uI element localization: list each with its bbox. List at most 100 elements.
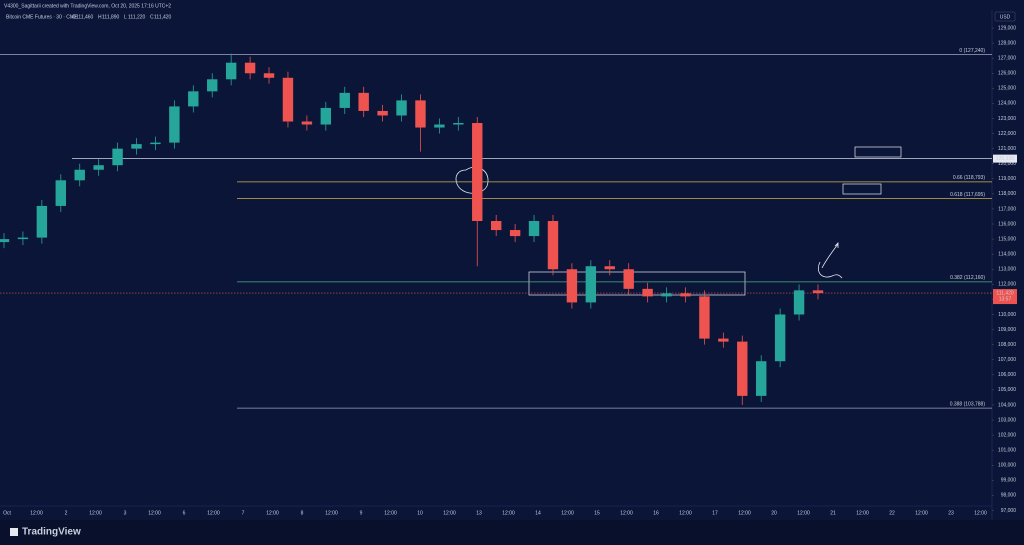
y-tick-label: 112,000: [998, 282, 1016, 288]
x-tick-label: 8: [301, 510, 304, 516]
x-tick-label: 2: [65, 510, 68, 516]
legend-name: Bitcoin CME Futures · 30 · CME: [6, 14, 78, 20]
candle-body: [301, 121, 313, 125]
y-tick-label: 98,000: [1001, 493, 1017, 499]
y-tick-label: 110,000: [998, 312, 1016, 318]
footer-bar: [0, 520, 1024, 545]
candle-body: [225, 62, 237, 80]
candle-body: [756, 361, 767, 396]
logo-text: TradingView: [22, 527, 81, 538]
x-tick-label: 23: [948, 510, 954, 516]
y-tick-label: 118,000: [998, 191, 1016, 197]
candle-body: [528, 221, 540, 237]
currency: USD: [1000, 14, 1011, 20]
candle-body: [36, 205, 48, 238]
x-tick-label: 12:00: [207, 510, 220, 516]
logo: TradingView: [10, 527, 81, 538]
y-tick-label: 116,000: [998, 221, 1016, 227]
x-tick-label: 13: [476, 510, 482, 516]
candle-body: [699, 296, 710, 339]
x-tick-label: 22: [889, 510, 895, 516]
x-tick-label: 12:00: [89, 510, 102, 516]
x-tick-label: 9: [360, 510, 363, 516]
x-tick-label: 14: [535, 510, 541, 516]
y-tick-label: 113,000: [998, 267, 1016, 273]
x-tick-label: 12:00: [266, 510, 279, 516]
zone-box: [528, 271, 746, 296]
candle-body: [0, 239, 10, 243]
candle-body: [472, 123, 483, 222]
y-tick-label: 123,000: [998, 116, 1016, 122]
candle-body: [585, 266, 597, 303]
y-tick-label: 122,000: [998, 131, 1016, 137]
x-tick-label: 12:00: [148, 510, 161, 516]
x-tick-label: 12:00: [30, 510, 43, 516]
x-tick-label: 12:00: [679, 510, 692, 516]
header: V4300_Sagittarii created with TradingVie…: [4, 3, 171, 9]
x-tick-label: 12:00: [738, 510, 751, 516]
candle-body: [812, 290, 824, 294]
logo-icon: [10, 528, 18, 536]
countdown: 13:57: [999, 296, 1012, 302]
level-label: 0.618 (117,695): [950, 192, 985, 198]
candle-body: [93, 165, 104, 170]
y-tick-label: 124,000: [998, 101, 1016, 107]
candle-body: [263, 73, 275, 78]
candle-body: [74, 169, 85, 181]
y-tick-label: 128,000: [998, 40, 1016, 46]
x-tick-label: 12:00: [974, 510, 987, 516]
ohlc-legend: O 111,460 H 111,890 L 111,220 C 111,420: [72, 14, 172, 20]
y-tick-label: 104,000: [998, 402, 1016, 408]
x-tick-label: 12:00: [856, 510, 869, 516]
candle-body: [396, 100, 407, 116]
candle-body: [377, 110, 388, 116]
x-tick-label: 3: [124, 510, 127, 516]
y-tick-label: 99,000: [1001, 478, 1017, 484]
ohlc-value: 111,890: [102, 14, 120, 20]
y-tick-label: 97,000: [1001, 508, 1017, 514]
last-price-label: 111,420: [996, 290, 1014, 296]
candle-body: [207, 79, 218, 92]
last-price-box: [993, 289, 1017, 305]
candle-body: [793, 290, 805, 315]
x-tick-label: 17: [712, 510, 718, 516]
x-tick-label: 10: [417, 510, 423, 516]
candle-body: [188, 91, 199, 107]
zone-box: [854, 146, 902, 158]
candle-body: [774, 314, 786, 362]
ohlc-key: O: [72, 14, 76, 20]
x-tick-label: 7: [242, 510, 245, 516]
ohlc-key: C: [150, 14, 154, 20]
y-tick-label: 119,000: [998, 176, 1016, 182]
x-tick-label: Oct: [3, 510, 11, 516]
candle-body: [169, 106, 180, 143]
x-tick-label: 21: [830, 510, 836, 516]
x-tick-label: 12:00: [502, 510, 515, 516]
candle-body: [112, 148, 123, 166]
x-tick-label: 12:00: [620, 510, 633, 516]
y-tick-label: 101,000: [998, 447, 1016, 453]
level-label: 0.66 (118,793): [953, 175, 985, 181]
x-tick-label: 12:00: [797, 510, 810, 516]
price-box-label: 120,338: [996, 156, 1014, 162]
candle-body: [131, 144, 142, 149]
y-tick-label: 105,000: [998, 387, 1016, 393]
price-box: [993, 154, 1017, 163]
candle-body: [661, 293, 672, 297]
candle-body: [320, 107, 332, 125]
zone-box: [842, 183, 882, 195]
candle-body: [509, 230, 521, 237]
y-tick-label: 117,000: [998, 206, 1016, 212]
ohlc-value: 111,220: [128, 14, 146, 20]
y-tick-label: 121,000: [998, 146, 1016, 152]
x-tick-label: 12:00: [561, 510, 574, 516]
candle-body: [604, 266, 615, 270]
y-tick-label: 129,000: [998, 25, 1016, 31]
x-tick-label: 12:00: [384, 510, 397, 516]
level-label: 0.382 (112,160): [950, 275, 985, 281]
level-label: 0.388 (103,788): [950, 401, 986, 407]
candle-body: [17, 237, 29, 240]
y-tick-label: 120,000: [998, 161, 1016, 167]
